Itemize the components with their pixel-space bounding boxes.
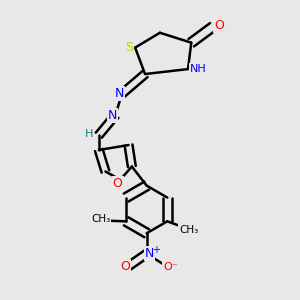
Text: O⁻: O⁻ xyxy=(163,262,178,272)
Text: H: H xyxy=(85,129,93,139)
Text: CH₃: CH₃ xyxy=(179,225,198,235)
Text: NH: NH xyxy=(190,64,206,74)
Text: O: O xyxy=(214,19,224,32)
Text: +: + xyxy=(152,245,160,255)
Text: O: O xyxy=(113,176,123,190)
Text: N: N xyxy=(115,87,124,101)
Text: CH₃: CH₃ xyxy=(92,214,111,224)
Text: O: O xyxy=(120,260,130,273)
Text: N: N xyxy=(108,109,117,122)
Text: S: S xyxy=(125,41,133,54)
Text: N: N xyxy=(145,247,154,260)
